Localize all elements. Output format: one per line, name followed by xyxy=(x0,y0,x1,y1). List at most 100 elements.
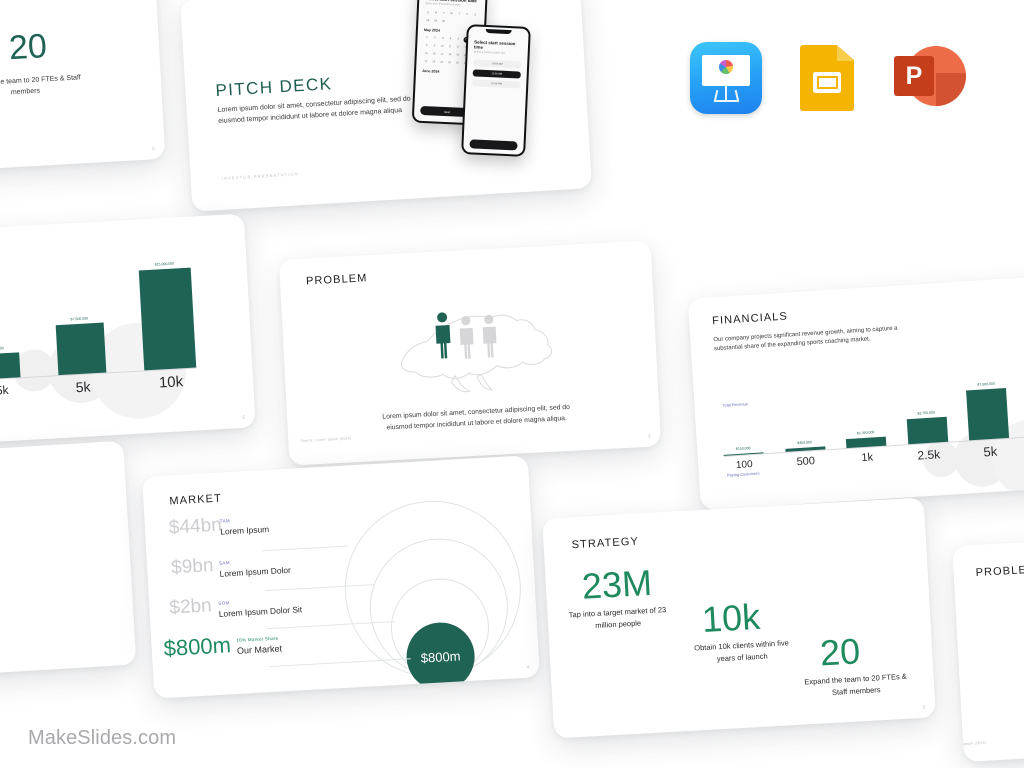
bar[interactable] xyxy=(138,267,197,371)
time-option[interactable]: 12:00 PM xyxy=(472,79,521,89)
day-cell[interactable]: 30 xyxy=(441,19,445,23)
bar-value-label: $150,000 xyxy=(735,446,751,452)
strategy-stat: 23M xyxy=(580,561,654,607)
day-cell[interactable]: 23 xyxy=(432,60,436,64)
bar-group[interactable]: $3,750,000 xyxy=(0,346,21,380)
day-cell[interactable]: 5 xyxy=(457,37,460,41)
bar[interactable] xyxy=(906,416,949,445)
page-number: 4 xyxy=(526,664,530,671)
market-row: $2bn xyxy=(169,595,212,619)
market-bubble-label: $800m xyxy=(420,647,461,666)
problem-right-source: Source: Lorem Ipsum (2024) xyxy=(952,740,987,748)
day-cell[interactable]: 1 xyxy=(426,36,428,40)
day-cell[interactable]: 11 xyxy=(448,45,452,49)
phone-time-next-button[interactable] xyxy=(469,139,518,151)
day-cell[interactable]: 18 xyxy=(448,53,452,57)
day-cell[interactable]: 15 xyxy=(424,52,428,56)
category-label: 100 xyxy=(735,459,753,472)
slide-strategy[interactable]: STRATEGY 23M Tap into a target market of… xyxy=(542,497,936,739)
slide-financials[interactable]: FINANCIALS Our company projects signific… xyxy=(687,273,1024,511)
bar-value-label: $15,000,000 xyxy=(154,261,175,267)
bar[interactable] xyxy=(0,352,21,380)
slide-problem-right[interactable]: PROBLEM Source: Lorem Ipsum (2024) xyxy=(952,534,1024,762)
person-icon xyxy=(459,316,474,359)
market-row-tag: TAM xyxy=(219,518,231,524)
day-cell[interactable]: 19 xyxy=(456,53,460,57)
powerpoint-letter-p: P xyxy=(905,61,923,90)
financials-left-bar-chart: $1,350,000 $3,750,000 $7,500,000 $15,000… xyxy=(0,262,197,398)
day-cell[interactable]: 24 xyxy=(440,60,444,64)
day-cell[interactable]: 16 xyxy=(432,52,436,56)
slide-phone-mockup-bottomleft[interactable]: Select start session date Select your fi… xyxy=(0,440,137,680)
slide-pitch-deck[interactable]: PITCH DECK Lorem ipsum dolor sit amet, c… xyxy=(180,0,592,212)
problem-right-title: PROBLEM xyxy=(975,563,1024,580)
day-cell[interactable]: 28 xyxy=(426,19,430,23)
day-cell[interactable]: 17 xyxy=(440,52,444,56)
page-number: 3 xyxy=(647,433,651,440)
phone-weekday-row: S M T W T F S xyxy=(425,10,479,18)
strategy-item: 10k Obtain 10k clients within five years… xyxy=(694,596,794,665)
pitch-deck-footer: INVESTOR PRESENTATION xyxy=(221,171,299,181)
slide-financials-left-crop[interactable]: ...nue growth, aiming to ...nding sports… xyxy=(0,213,256,449)
day-cell[interactable]: 25 xyxy=(447,61,451,65)
day-cell[interactable]: 12 xyxy=(456,45,460,49)
time-option[interactable]: 10:00 AM xyxy=(473,59,522,69)
map-outline-icon xyxy=(400,314,552,393)
weekday: S xyxy=(474,13,477,17)
keynote-base-shape xyxy=(714,100,738,102)
google-slides-icon[interactable] xyxy=(791,42,863,114)
time-option-selected[interactable]: 11:00 AM xyxy=(472,69,521,79)
day-cell[interactable]: 29 xyxy=(434,19,438,23)
slides-frame-shape xyxy=(816,76,838,89)
day-cell[interactable]: 9 xyxy=(433,44,436,48)
powerpoint-square-shape xyxy=(894,56,934,96)
category-label: 5k xyxy=(982,443,998,460)
bar-group[interactable]: $7,500,000 xyxy=(55,316,107,376)
bar[interactable] xyxy=(55,322,107,376)
bar-value-label: $7,500,000 xyxy=(977,381,995,387)
market-row-value: $44bn xyxy=(168,514,223,539)
bar[interactable] xyxy=(966,387,1010,441)
slide-problem-center[interactable]: PROBLEM Lorem ipsum dolor sit amet, cons… xyxy=(278,240,662,466)
slide-market[interactable]: MARKET $800m $44bn TAM Lorem Ipsum $9bn … xyxy=(142,455,540,699)
strategy-caption: Tap into a target market of 23 million p… xyxy=(568,605,667,630)
market-row-tag-group: SOM Lorem Ipsum Dolor Sit xyxy=(218,596,302,619)
page-number: 5 xyxy=(151,146,156,153)
phone-mockup-time: Select start session time Select a prefe… xyxy=(461,24,531,157)
problem-center-source: Source: Lorem Ipsum (2024) xyxy=(300,436,352,443)
day-cell[interactable]: 8 xyxy=(425,44,428,48)
microsoft-powerpoint-icon[interactable]: P xyxy=(892,42,966,114)
weekday: T xyxy=(442,11,445,15)
bar-group[interactable]: $15,000,000 xyxy=(138,262,197,371)
market-row-value: $2bn xyxy=(168,595,213,619)
day-cell[interactable]: 26 xyxy=(455,61,459,65)
strategy-item: 23M Tap into a target market of 23 milli… xyxy=(569,561,670,632)
strategy-item: 20 Expand the team to 20 FTEs & Staff me… xyxy=(804,630,908,699)
problem-center-title: PROBLEM xyxy=(305,272,368,288)
day-cell[interactable]: 10 xyxy=(440,44,444,48)
market-row-value: $800m xyxy=(163,632,232,661)
market-row-tag-group: 10% Market Share Our Market xyxy=(236,635,283,656)
person-highlighted-icon xyxy=(435,312,451,359)
app-icon-row: P xyxy=(690,42,966,114)
bar-group[interactable]: $7,500,000 xyxy=(966,382,1010,441)
pitch-deck-body: Lorem ipsum dolor sit amet, consectetur … xyxy=(217,95,411,125)
financials-bar-chart: $150,000 $450,000 $1,350,000 $3,750,000 … xyxy=(717,334,1024,471)
day-cell[interactable]: 2 xyxy=(434,36,436,40)
apple-keynote-icon[interactable] xyxy=(690,42,762,114)
market-row-label: Lorem Ipsum Dolor Sit xyxy=(218,604,303,619)
page-number: 5 xyxy=(922,704,926,711)
strategy-caption: Obtain 10k clients within five years of … xyxy=(694,638,790,663)
financials-title: FINANCIALS xyxy=(711,310,789,328)
market-row-label: Lorem Ipsum xyxy=(220,523,270,537)
day-cell[interactable]: 4 xyxy=(449,37,452,41)
weekday: S xyxy=(427,11,430,15)
day-cell[interactable]: 22 xyxy=(424,60,428,64)
market-row-label: Our Market xyxy=(236,643,283,656)
day-cell[interactable]: 3 xyxy=(441,36,444,40)
bar-group[interactable]: $3,750,000 xyxy=(906,410,949,445)
person-icon xyxy=(482,314,497,358)
bar-value-label: $3,750,000 xyxy=(0,346,4,352)
chart-bars: $150,000 $450,000 $1,350,000 $3,750,000 … xyxy=(717,334,1024,456)
slide-strategy-topleft[interactable]: k s within nch 20 Expand the team to 20 … xyxy=(0,0,166,173)
